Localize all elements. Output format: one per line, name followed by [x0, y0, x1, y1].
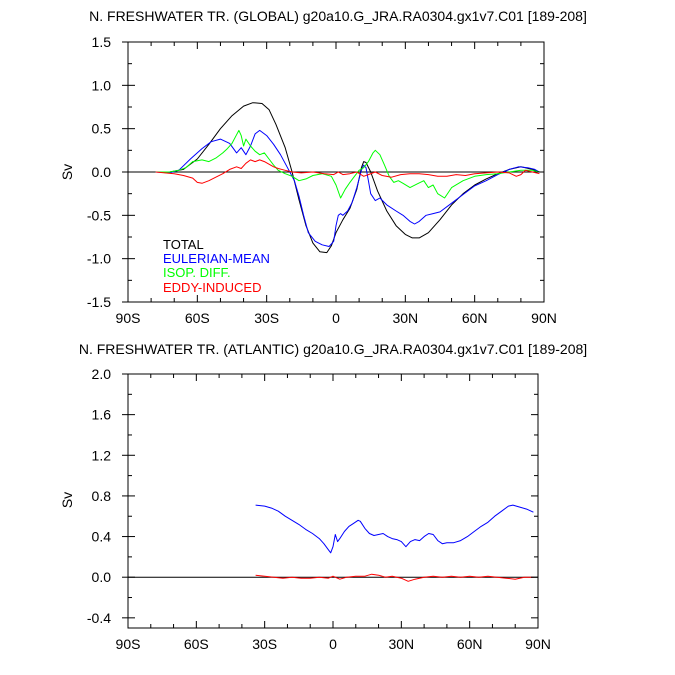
global-x-tick-label: 30S	[254, 310, 279, 326]
global-series-layer	[128, 102, 544, 254]
atlantic-x-tick-label: 30S	[252, 636, 277, 652]
global-y-axis-label: Sv	[59, 164, 75, 180]
atlantic-series-layer	[128, 504, 538, 582]
atlantic-axis-ticks: 90S 60S 30S 0 30N 60N 90N -0.4 0.0 0.4 0.8 1.2 1.6 2.…	[87, 366, 551, 652]
global-x-tick-label: 60N	[462, 310, 488, 326]
atlantic-y-tick-label: 0.4	[92, 529, 112, 545]
legend-eulerian-mean: EULERIAN-MEAN	[163, 251, 270, 266]
atlantic-y-axis-label: Sv	[59, 492, 75, 508]
legend-isop-diff: ISOP. DIFF.	[163, 265, 231, 280]
atlantic-plot-frame	[127, 373, 539, 629]
atlantic-panel: N. FRESHWATER TR. (ATLANTIC) g20a10.G_JR…	[59, 341, 587, 652]
global-y-tick-label: 1.0	[92, 77, 112, 93]
global-panel: N. FRESHWATER TR. (GLOBAL) g20a10.G_JRA.…	[59, 8, 587, 326]
legend-eddy-induced: EDDY-INDUCED	[163, 280, 261, 295]
global-y-tick-label: -1.5	[87, 294, 111, 310]
global-x-tick-label: 60S	[185, 310, 210, 326]
global-y-tick-label: 0.0	[92, 164, 112, 180]
atlantic-x-tick-label: 90N	[525, 636, 551, 652]
global-legend: TOTAL EULERIAN-MEAN ISOP. DIFF. EDDY-IND…	[163, 237, 270, 295]
atlantic-x-tick-label: 90S	[116, 636, 141, 652]
global-series-eddy-induced	[155, 159, 540, 184]
global-axis-ticks: 90S 60S 30S 0 30N 60N 90N -1.5 -1.0 -0.5 0.0 0.5 1.0…	[87, 34, 557, 326]
global-y-tick-label: 1.5	[92, 34, 112, 50]
atlantic-x-tick-label: 30N	[388, 636, 414, 652]
atlantic-y-tick-label: -0.4	[87, 610, 111, 626]
global-y-tick-label: -1.0	[87, 251, 111, 267]
global-series-isop-diff	[155, 129, 540, 199]
global-series-total	[155, 102, 540, 254]
atlantic-y-tick-label: 0.0	[92, 569, 112, 585]
global-x-tick-label: 90N	[531, 310, 557, 326]
atlantic-series-line-1	[255, 573, 534, 582]
global-series-eulerian-mean	[155, 129, 540, 247]
global-x-tick-label: 30N	[392, 310, 418, 326]
legend-total: TOTAL	[163, 237, 204, 252]
global-x-tick-label: 90S	[116, 310, 141, 326]
global-x-tick-label: 0	[332, 310, 340, 326]
global-y-tick-label: -0.5	[87, 207, 111, 223]
atlantic-series-line-0	[255, 504, 534, 554]
atlantic-y-tick-label: 0.8	[92, 488, 112, 504]
global-chart-title: N. FRESHWATER TR. (GLOBAL) g20a10.G_JRA.…	[89, 8, 587, 24]
global-y-tick-label: 0.5	[92, 121, 112, 137]
atlantic-x-tick-label: 60S	[184, 636, 209, 652]
atlantic-y-tick-label: 1.2	[92, 447, 112, 463]
atlantic-x-tick-label: 60N	[457, 636, 483, 652]
atlantic-x-tick-label: 0	[329, 636, 337, 652]
atlantic-y-tick-label: 1.6	[92, 407, 112, 423]
atlantic-y-tick-label: 2.0	[92, 366, 112, 382]
atlantic-chart-title: N. FRESHWATER TR. (ATLANTIC) g20a10.G_JR…	[79, 341, 587, 357]
